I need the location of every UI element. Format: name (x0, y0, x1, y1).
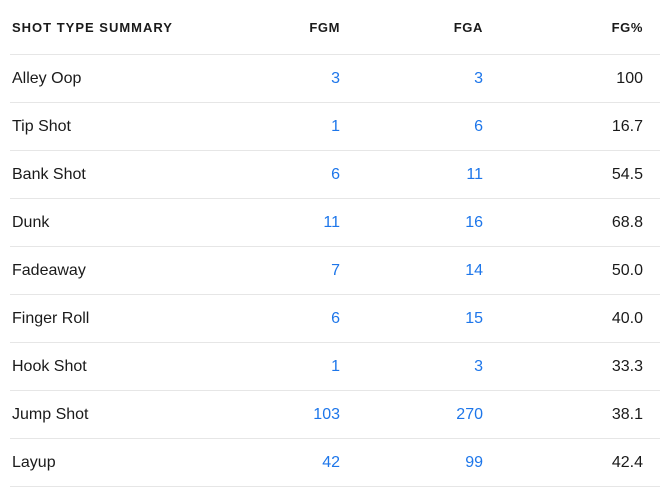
shot-type-label: Fadeaway (12, 261, 86, 279)
table-row: Alley Oop 3 3 100 (10, 55, 660, 103)
shot-type-label: Alley Oop (12, 69, 82, 87)
table-title: SHOT TYPE SUMMARY (12, 19, 173, 35)
shot-type-label: Dunk (12, 213, 50, 231)
fgm-value[interactable]: 6 (331, 165, 340, 183)
fgm-value[interactable]: 42 (322, 453, 340, 471)
shot-type-label: Jump Shot (12, 405, 89, 423)
column-header-fgm: FGM (309, 19, 340, 35)
table-header-row: SHOT TYPE SUMMARY FGM FGA FG% (10, 0, 660, 55)
fga-value[interactable]: 99 (465, 453, 483, 471)
fgm-value[interactable]: 7 (331, 261, 340, 279)
fgm-value[interactable]: 11 (323, 213, 340, 231)
table-row: Tip Shot 1 6 16.7 (10, 103, 660, 151)
fga-value[interactable]: 6 (474, 117, 483, 135)
column-header-fg-pct: FG% (611, 19, 643, 35)
fg-pct-value: 54.5 (611, 165, 643, 183)
fg-pct-value: 33.3 (611, 357, 643, 375)
fga-value[interactable]: 14 (465, 261, 483, 279)
fgm-value[interactable]: 3 (331, 69, 340, 87)
fg-pct-value: 50.0 (611, 261, 643, 279)
fg-pct-value: 38.1 (611, 405, 643, 423)
shot-type-label: Tip Shot (12, 117, 71, 135)
shot-type-label: Hook Shot (12, 357, 87, 375)
fga-value[interactable]: 3 (474, 69, 483, 87)
fgm-value[interactable]: 1 (331, 117, 340, 135)
fg-pct-value: 100 (616, 69, 643, 87)
table-row: Bank Shot 6 11 54.5 (10, 151, 660, 199)
fg-pct-value: 40.0 (611, 309, 643, 327)
fgm-value[interactable]: 103 (313, 405, 340, 423)
fgm-value[interactable]: 1 (331, 357, 340, 375)
fg-pct-value: 42.4 (611, 453, 643, 471)
shot-type-label: Finger Roll (12, 309, 90, 327)
fga-value[interactable]: 11 (466, 165, 483, 183)
shot-type-label: Bank Shot (12, 165, 86, 183)
table-row: Finger Roll 6 15 40.0 (10, 295, 660, 343)
fg-pct-value: 16.7 (611, 117, 643, 135)
table-row: Dunk 11 16 68.8 (10, 199, 660, 247)
shot-type-summary-table: SHOT TYPE SUMMARY FGM FGA FG% Alley Oop … (10, 0, 660, 487)
column-header-fga: FGA (453, 19, 483, 35)
fga-value[interactable]: 15 (465, 309, 483, 327)
table-row: Layup 42 99 42.4 (10, 439, 660, 487)
fga-value[interactable]: 270 (456, 405, 483, 423)
fg-pct-value: 68.8 (611, 213, 643, 231)
fga-value[interactable]: 16 (465, 213, 483, 231)
table-row: Fadeaway 7 14 50.0 (10, 247, 660, 295)
fga-value[interactable]: 3 (474, 357, 483, 375)
table-row: Jump Shot 103 270 38.1 (10, 391, 660, 439)
shot-type-label: Layup (12, 453, 56, 471)
fgm-value[interactable]: 6 (331, 309, 340, 327)
table-row: Hook Shot 1 3 33.3 (10, 343, 660, 391)
